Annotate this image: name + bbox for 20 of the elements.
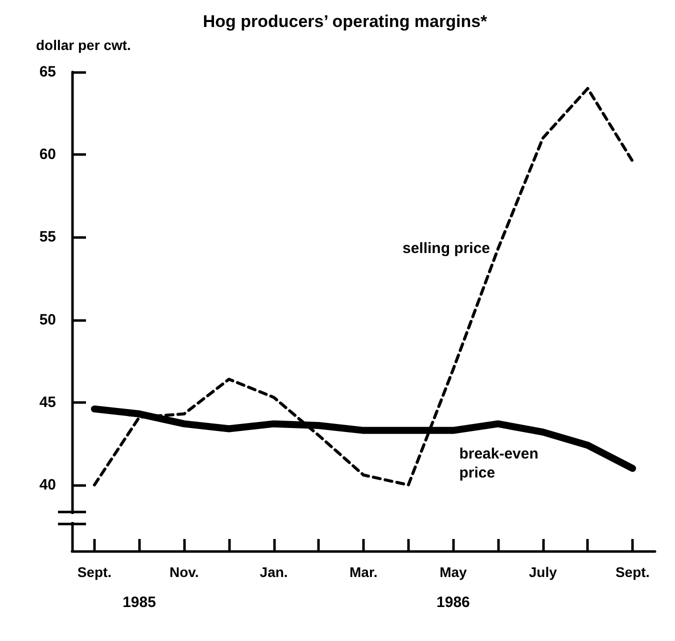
x-tick-label: Jan. [260,564,288,580]
y-tick-label: 55 [39,228,56,246]
y-axis-title: dollar per cwt. [36,37,131,53]
x-tick-label: Sept. [77,564,112,580]
line-series [92,87,634,486]
x-tick-label: May [440,564,468,580]
x-tick-label: Sept. [615,564,650,580]
y-tick-label: 40 [39,476,56,494]
y-tick-label: 50 [39,311,56,328]
y-tick-label: 60 [39,146,56,164]
y-tick-label: 65 [39,64,56,80]
text: 1986 [436,594,470,611]
x-tick-label: July [528,564,558,580]
series-label: selling price [402,240,490,258]
series-label: break-even price [459,445,538,482]
text: 1985 [122,594,156,611]
chart-title: Hog producers’ operating margins* [202,12,488,31]
y-tick-label: 45 [39,394,56,411]
x-tick-label: Mar. [349,564,378,580]
x-tick-label: Nov. [169,564,199,580]
